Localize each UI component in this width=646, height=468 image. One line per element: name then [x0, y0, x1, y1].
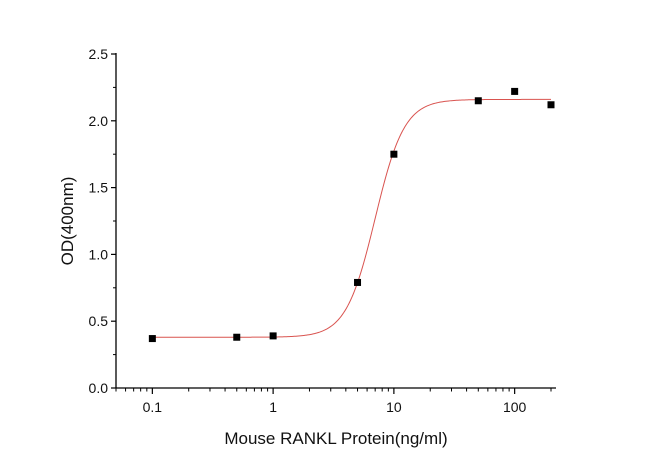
data-point [233, 333, 241, 341]
data-point [547, 101, 555, 109]
y-tick-label: 0.0 [89, 380, 109, 396]
fit-curve-group [152, 98, 551, 338]
y-tick-label: 2.5 [89, 46, 109, 62]
y-axis-title: OD(400nm) [58, 177, 77, 266]
data-point [269, 332, 277, 340]
data-point [390, 150, 398, 158]
y-tick-label: 1.5 [89, 180, 109, 196]
fit-curve [152, 98, 551, 338]
y-tick-label: 1.0 [89, 246, 109, 262]
y-tick-label: 2.0 [89, 113, 109, 129]
x-tick-label: 1 [269, 399, 277, 415]
x-tick-label: 10 [386, 399, 402, 415]
data-point [474, 97, 482, 105]
x-axis-title: Mouse RANKL Protein(ng/ml) [224, 429, 447, 448]
data-point [354, 278, 362, 286]
axes: 0.0 0.5 1.0 1.5 2.0 2.5 0.1 1 10 100 [89, 46, 556, 415]
x-tick-label: 0.1 [143, 399, 163, 415]
data-points [148, 87, 555, 343]
data-point [511, 87, 519, 95]
y-tick-label: 0.5 [89, 313, 109, 329]
x-tick-label: 100 [503, 399, 527, 415]
data-point [148, 335, 156, 343]
